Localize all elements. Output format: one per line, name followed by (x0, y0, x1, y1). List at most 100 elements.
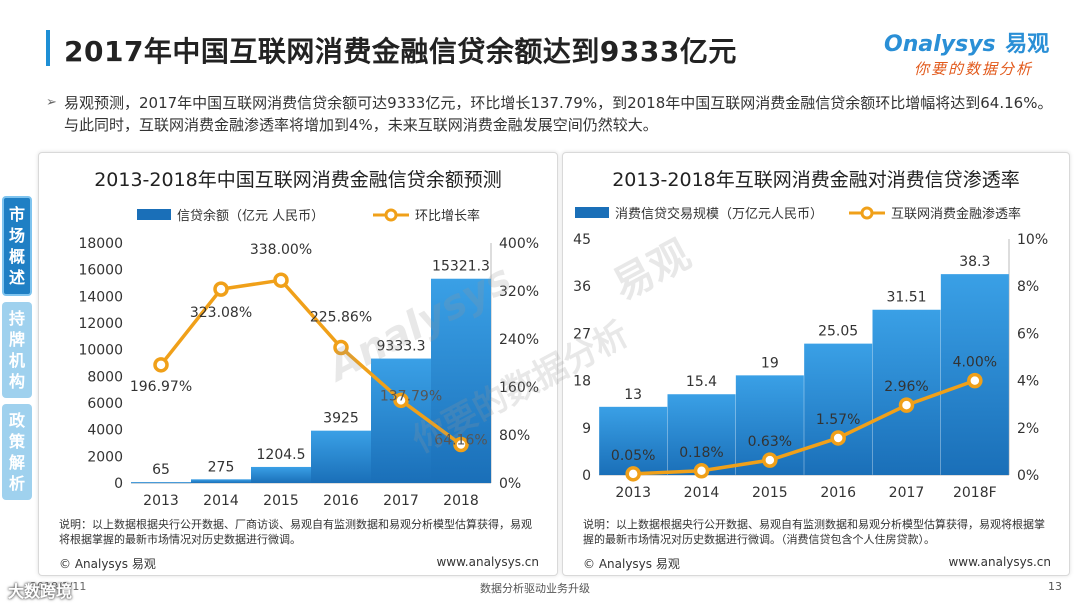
legend-bar-swatch (137, 209, 171, 220)
bar-value-label: 15.4 (686, 374, 717, 390)
line-value-label: 0.63% (748, 434, 792, 450)
line-point (153, 357, 169, 373)
logo-brand-cn: 易观 (1005, 32, 1050, 57)
x-tick-label: 2018 (443, 493, 479, 509)
bar-value-label: 13 (624, 387, 642, 403)
x-tick-label: 2013 (615, 485, 651, 501)
y-left-tick-label: 18000 (78, 236, 123, 252)
y-right-tick-label: 320% (499, 284, 539, 300)
bar-value-label: 31.51 (886, 290, 926, 306)
chart-source-url: www.analysys.cn (948, 555, 1051, 569)
line-value-label: 0.18% (679, 445, 723, 461)
line-series (633, 378, 976, 476)
x-tick-label: 2015 (263, 493, 299, 509)
side-tab-policy-analysis[interactable]: 政策解析 (2, 404, 32, 500)
bar-value-label: 65 (152, 462, 170, 478)
y-left-tick-label: 36 (573, 279, 591, 295)
bar-value-label: 275 (208, 459, 235, 475)
bar (804, 343, 873, 475)
y-left-tick-label: 2000 (87, 449, 123, 465)
chart-copyright: © Analysys 易观 (59, 557, 156, 571)
y-left-tick-label: 45 (573, 232, 591, 248)
line-value-label: 64.16% (434, 433, 487, 449)
line-point (333, 339, 349, 356)
bar-value-label: 19 (761, 355, 779, 371)
page-number: 13 (1048, 580, 1062, 593)
chart-title: 2013-2018年互联网消费金融对消费信贷渗透率 (612, 169, 1020, 191)
bullet-arrow-icon: ➢ (46, 95, 57, 110)
bar (872, 309, 941, 475)
y-right-tick-label: 10% (1017, 232, 1048, 248)
x-tick-label: 2017 (383, 493, 419, 509)
summary-text: 易观预测，2017年中国互联网消费信贷余额可达9333亿元，环比增长137.79… (64, 94, 1053, 134)
legend-bar-label: 消费信贷交易规模（万亿元人民币） (615, 206, 823, 222)
y-left-tick-label: 0 (114, 476, 123, 492)
side-nav: 市场概述 持牌机构 政策解析 (2, 196, 32, 506)
line-point (393, 392, 409, 409)
legend-line-label: 环比增长率 (415, 208, 480, 224)
x-tick-label: 2014 (684, 485, 720, 501)
y-right-tick-label: 0% (499, 476, 521, 492)
bar (251, 466, 311, 483)
x-tick-label: 2018F (953, 485, 997, 501)
y-left-tick-label: 0 (582, 468, 591, 484)
y-right-tick-label: 4% (1017, 374, 1039, 390)
legend-bar-label: 信贷余额（亿元 人民币） (177, 208, 324, 224)
footer-date: 2018/1/11 (30, 580, 87, 593)
y-left-tick-label: 12000 (78, 316, 123, 332)
bar (191, 479, 251, 483)
page-title: 2017年中国互联网消费金融信贷余额达到9333亿元 (64, 35, 737, 68)
line-series (159, 278, 463, 446)
line-point (693, 463, 710, 479)
y-right-tick-label: 2% (1017, 421, 1039, 437)
footer-slogan: 数据分析驱动业务升级 (480, 582, 590, 595)
line-point (453, 436, 469, 453)
chart-source-url: www.analysys.cn (436, 555, 539, 569)
bar-value-label: 15321.3 (432, 259, 490, 275)
logo-brand: Onalysys 易观 (884, 26, 1049, 58)
bar (311, 430, 371, 483)
line-point (625, 466, 641, 482)
bar (371, 358, 431, 483)
legend-line-label: 互联网消费金融渗透率 (891, 206, 1021, 222)
x-tick-label: 2013 (143, 493, 179, 509)
y-left-tick-label: 18 (573, 374, 591, 390)
side-tab-market-overview[interactable]: 市场概述 (2, 196, 32, 296)
chart-panel-credit-balance: 信贷余额（亿元 人民币） 环比增长率 0 2000 4000 6000 8000 10000 1… (38, 152, 558, 576)
line-value-label: 196.97% (130, 379, 192, 395)
y-right-tick-label: 400% (499, 236, 539, 252)
line-value-label: 338.00% (250, 242, 312, 258)
y-left-tick-label: 9 (582, 421, 591, 437)
penetration-rate-chart: 消费信贷交易规模（万亿元人民币） 互联网消费金融渗透率 0 9 18 27 36 45 0% 2%… (573, 206, 1048, 501)
bar-value-label: 25.05 (818, 324, 858, 340)
bar-value-label: 3925 (323, 411, 359, 427)
side-tab-licensed-institutions[interactable]: 持牌机构 (2, 302, 32, 398)
y-left-tick-label: 8000 (87, 369, 123, 385)
chart-note: 说明：以上数据根据央行公开数据、厂商访谈、易观自有监测数据和易观分析模型估算获得… (59, 518, 532, 546)
y-right-tick-label: 8% (1017, 279, 1039, 295)
x-tick-label: 2016 (820, 485, 856, 501)
y-right-tick-label: 6% (1017, 326, 1039, 342)
line-point (762, 452, 778, 468)
bar-value-label: 9333.3 (377, 339, 426, 355)
line-point (898, 397, 915, 413)
y-left-tick-label: 6000 (87, 396, 123, 412)
x-tick-label: 2015 (752, 485, 788, 501)
bar-value-label: 1204.5 (257, 447, 306, 463)
logo-brand-letter: O (884, 32, 903, 57)
x-tick-label: 2017 (889, 485, 925, 501)
y-left-tick-label: 27 (573, 326, 591, 342)
chart-panel-penetration-rate: 消费信贷交易规模（万亿元人民币） 互联网消费金融渗透率 0 9 18 27 36 45 0% 2%… (562, 152, 1070, 576)
line-point (830, 430, 846, 446)
chart-note: 说明：以上数据根据央行公开数据、易观自有监测数据和易观分析模型估算获得，易观将根… (583, 518, 1045, 546)
y-right-tick-label: 80% (499, 428, 530, 444)
line-value-label: 1.57% (816, 412, 860, 428)
y-left-tick-label: 10000 (78, 343, 123, 359)
line-point (273, 272, 289, 288)
chart-copyright: © Analysys 易观 (583, 557, 680, 571)
summary-paragraph: ➢ 易观预测，2017年中国互联网消费信贷余额可达9333亿元，环比增长137.… (46, 92, 1064, 136)
analysys-logo: Onalysys 易观 你要的数据分析 (884, 24, 1064, 82)
line-value-label: 137.79% (380, 388, 442, 404)
bar (131, 482, 191, 484)
line-value-label: 0.05% (611, 448, 655, 464)
